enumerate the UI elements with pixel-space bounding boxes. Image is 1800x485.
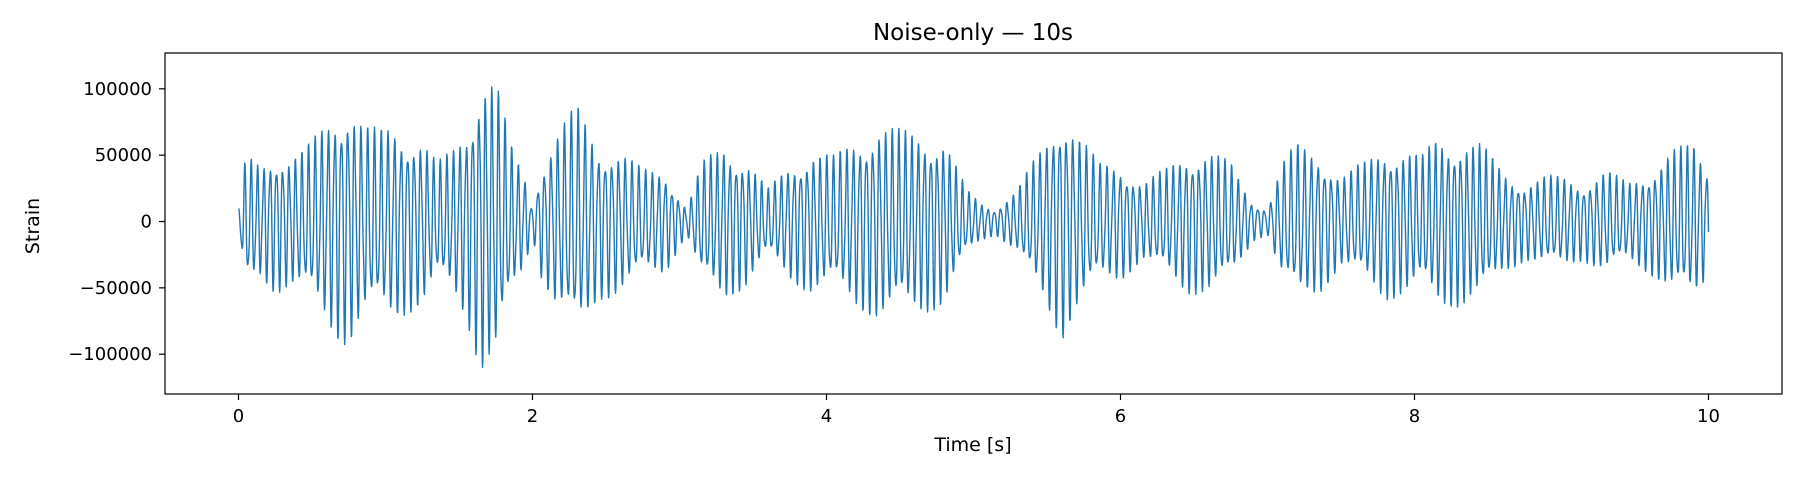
plot-area [238, 86, 1710, 368]
axes-frame [164, 52, 1783, 395]
chart-title: Noise-only — 10s [873, 20, 1073, 46]
x-tick-label: 4 [821, 406, 832, 427]
y-tick-label: 0 [141, 212, 152, 233]
x-tick-label: 8 [1409, 406, 1420, 427]
y-tick-label: −50000 [80, 278, 152, 299]
x-tick-label: 2 [527, 406, 538, 427]
x-axis-label: Time [s] [933, 434, 1011, 456]
y-tick-label: 100000 [83, 79, 152, 100]
y-axis-label: Strain [22, 198, 44, 254]
y-tick-label: −100000 [68, 344, 152, 365]
y-tick-label: 50000 [95, 145, 152, 166]
x-tick-label: 10 [1697, 406, 1720, 427]
x-axis: 0 2 4 6 8 10 [233, 394, 1720, 427]
x-tick-label: 0 [233, 406, 244, 427]
x-tick-label: 6 [1115, 406, 1126, 427]
y-axis: 100000 50000 0 −50000 −100000 [68, 79, 165, 365]
series-line [238, 86, 1710, 368]
